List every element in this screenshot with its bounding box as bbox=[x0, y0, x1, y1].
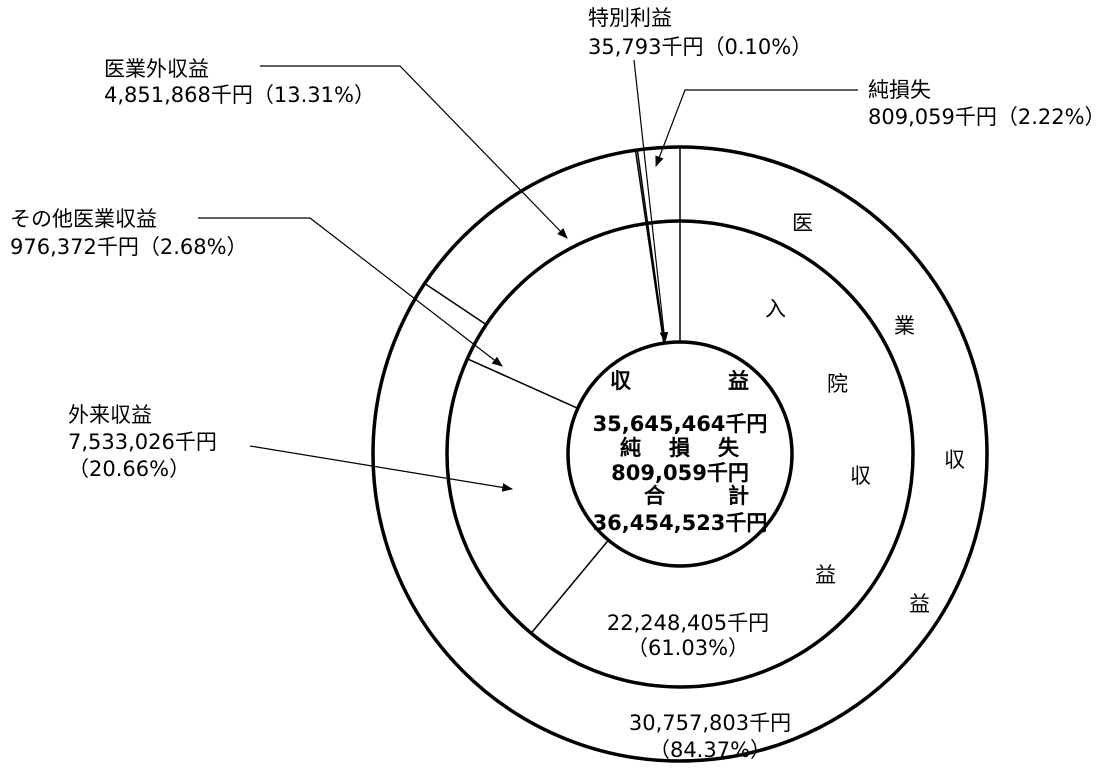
inpatient-revenue-label: 入 院 収 益 bbox=[765, 297, 871, 587]
medical-revenue-char-3: 収 bbox=[944, 448, 965, 472]
other-medical-revenue-value: 976,372千円（2.68%） bbox=[10, 235, 248, 259]
center-revenue-char-2: 益 bbox=[728, 369, 749, 393]
medical-revenue-char-2: 業 bbox=[894, 314, 915, 338]
inpatient-revenue-percent: （61.03%） bbox=[627, 636, 749, 660]
special-profit-leader bbox=[633, 59, 669, 344]
center-loss-char-3: 失 bbox=[718, 436, 740, 460]
center-loss-char-2: 損 bbox=[669, 436, 691, 460]
other-medical-revenue-leader bbox=[198, 217, 503, 367]
inpatient-revenue-value: 22,248,405千円 bbox=[607, 611, 769, 635]
center-revenue-char-1: 収 bbox=[610, 369, 632, 393]
center-total-char-1: 合 bbox=[644, 484, 666, 508]
inpatient-revenue-char-4: 益 bbox=[815, 563, 836, 587]
net-loss-name: 純損失 bbox=[868, 78, 931, 102]
outpatient-revenue-name: 外来収益 bbox=[68, 403, 152, 427]
center-total-char-2: 計 bbox=[728, 484, 749, 508]
non-medical-revenue-name: 医業外収益 bbox=[104, 57, 209, 81]
other-medical-revenue-name: その他医業収益 bbox=[10, 207, 157, 231]
center-total-value: 36,454,523千円 bbox=[593, 511, 768, 535]
outer-boundary-nonmedical-special bbox=[634, 150, 665, 344]
center-revenue-value: 35,645,464千円 bbox=[593, 412, 768, 436]
special-profit-name: 特別利益 bbox=[588, 6, 672, 30]
medical-revenue-char-1: 医 bbox=[792, 211, 813, 235]
outer-boundary-medical-nonmedical bbox=[424, 282, 487, 326]
center-block: 収 益 35,645,464千円 純 損 失 809,059千円 合 計 36,… bbox=[593, 369, 768, 535]
center-loss-value: 809,059千円 bbox=[611, 461, 749, 485]
net-loss-leader bbox=[655, 89, 858, 168]
medical-revenue-value: 30,757,803千円 bbox=[629, 711, 791, 735]
outpatient-revenue-value: 7,533,026千円 bbox=[68, 430, 217, 454]
net-loss-value: 809,059千円（2.22%） bbox=[868, 105, 1106, 129]
non-medical-revenue-value: 4,851,868千円（13.31%） bbox=[104, 83, 375, 107]
center-loss-char-1: 純 bbox=[620, 436, 641, 460]
inpatient-revenue-char-1: 入 bbox=[765, 297, 786, 321]
medical-revenue-percent: （84.37%） bbox=[649, 738, 771, 762]
outer-boundary-special-loss bbox=[636, 149, 666, 344]
inner-boundary-1 bbox=[530, 539, 610, 634]
non-medical-revenue-leader bbox=[260, 65, 568, 239]
outpatient-revenue-leader bbox=[249, 445, 514, 492]
medical-revenue-label: 医 業 収 益 bbox=[792, 211, 965, 616]
outpatient-revenue-percent: （20.66%） bbox=[68, 457, 190, 481]
medical-revenue-char-4: 益 bbox=[909, 592, 930, 616]
inpatient-revenue-char-3: 収 bbox=[850, 464, 871, 488]
inpatient-revenue-char-2: 院 bbox=[827, 372, 848, 396]
inner-boundary-2 bbox=[467, 358, 579, 409]
special-profit-value: 35,793千円（0.10%） bbox=[588, 35, 812, 59]
